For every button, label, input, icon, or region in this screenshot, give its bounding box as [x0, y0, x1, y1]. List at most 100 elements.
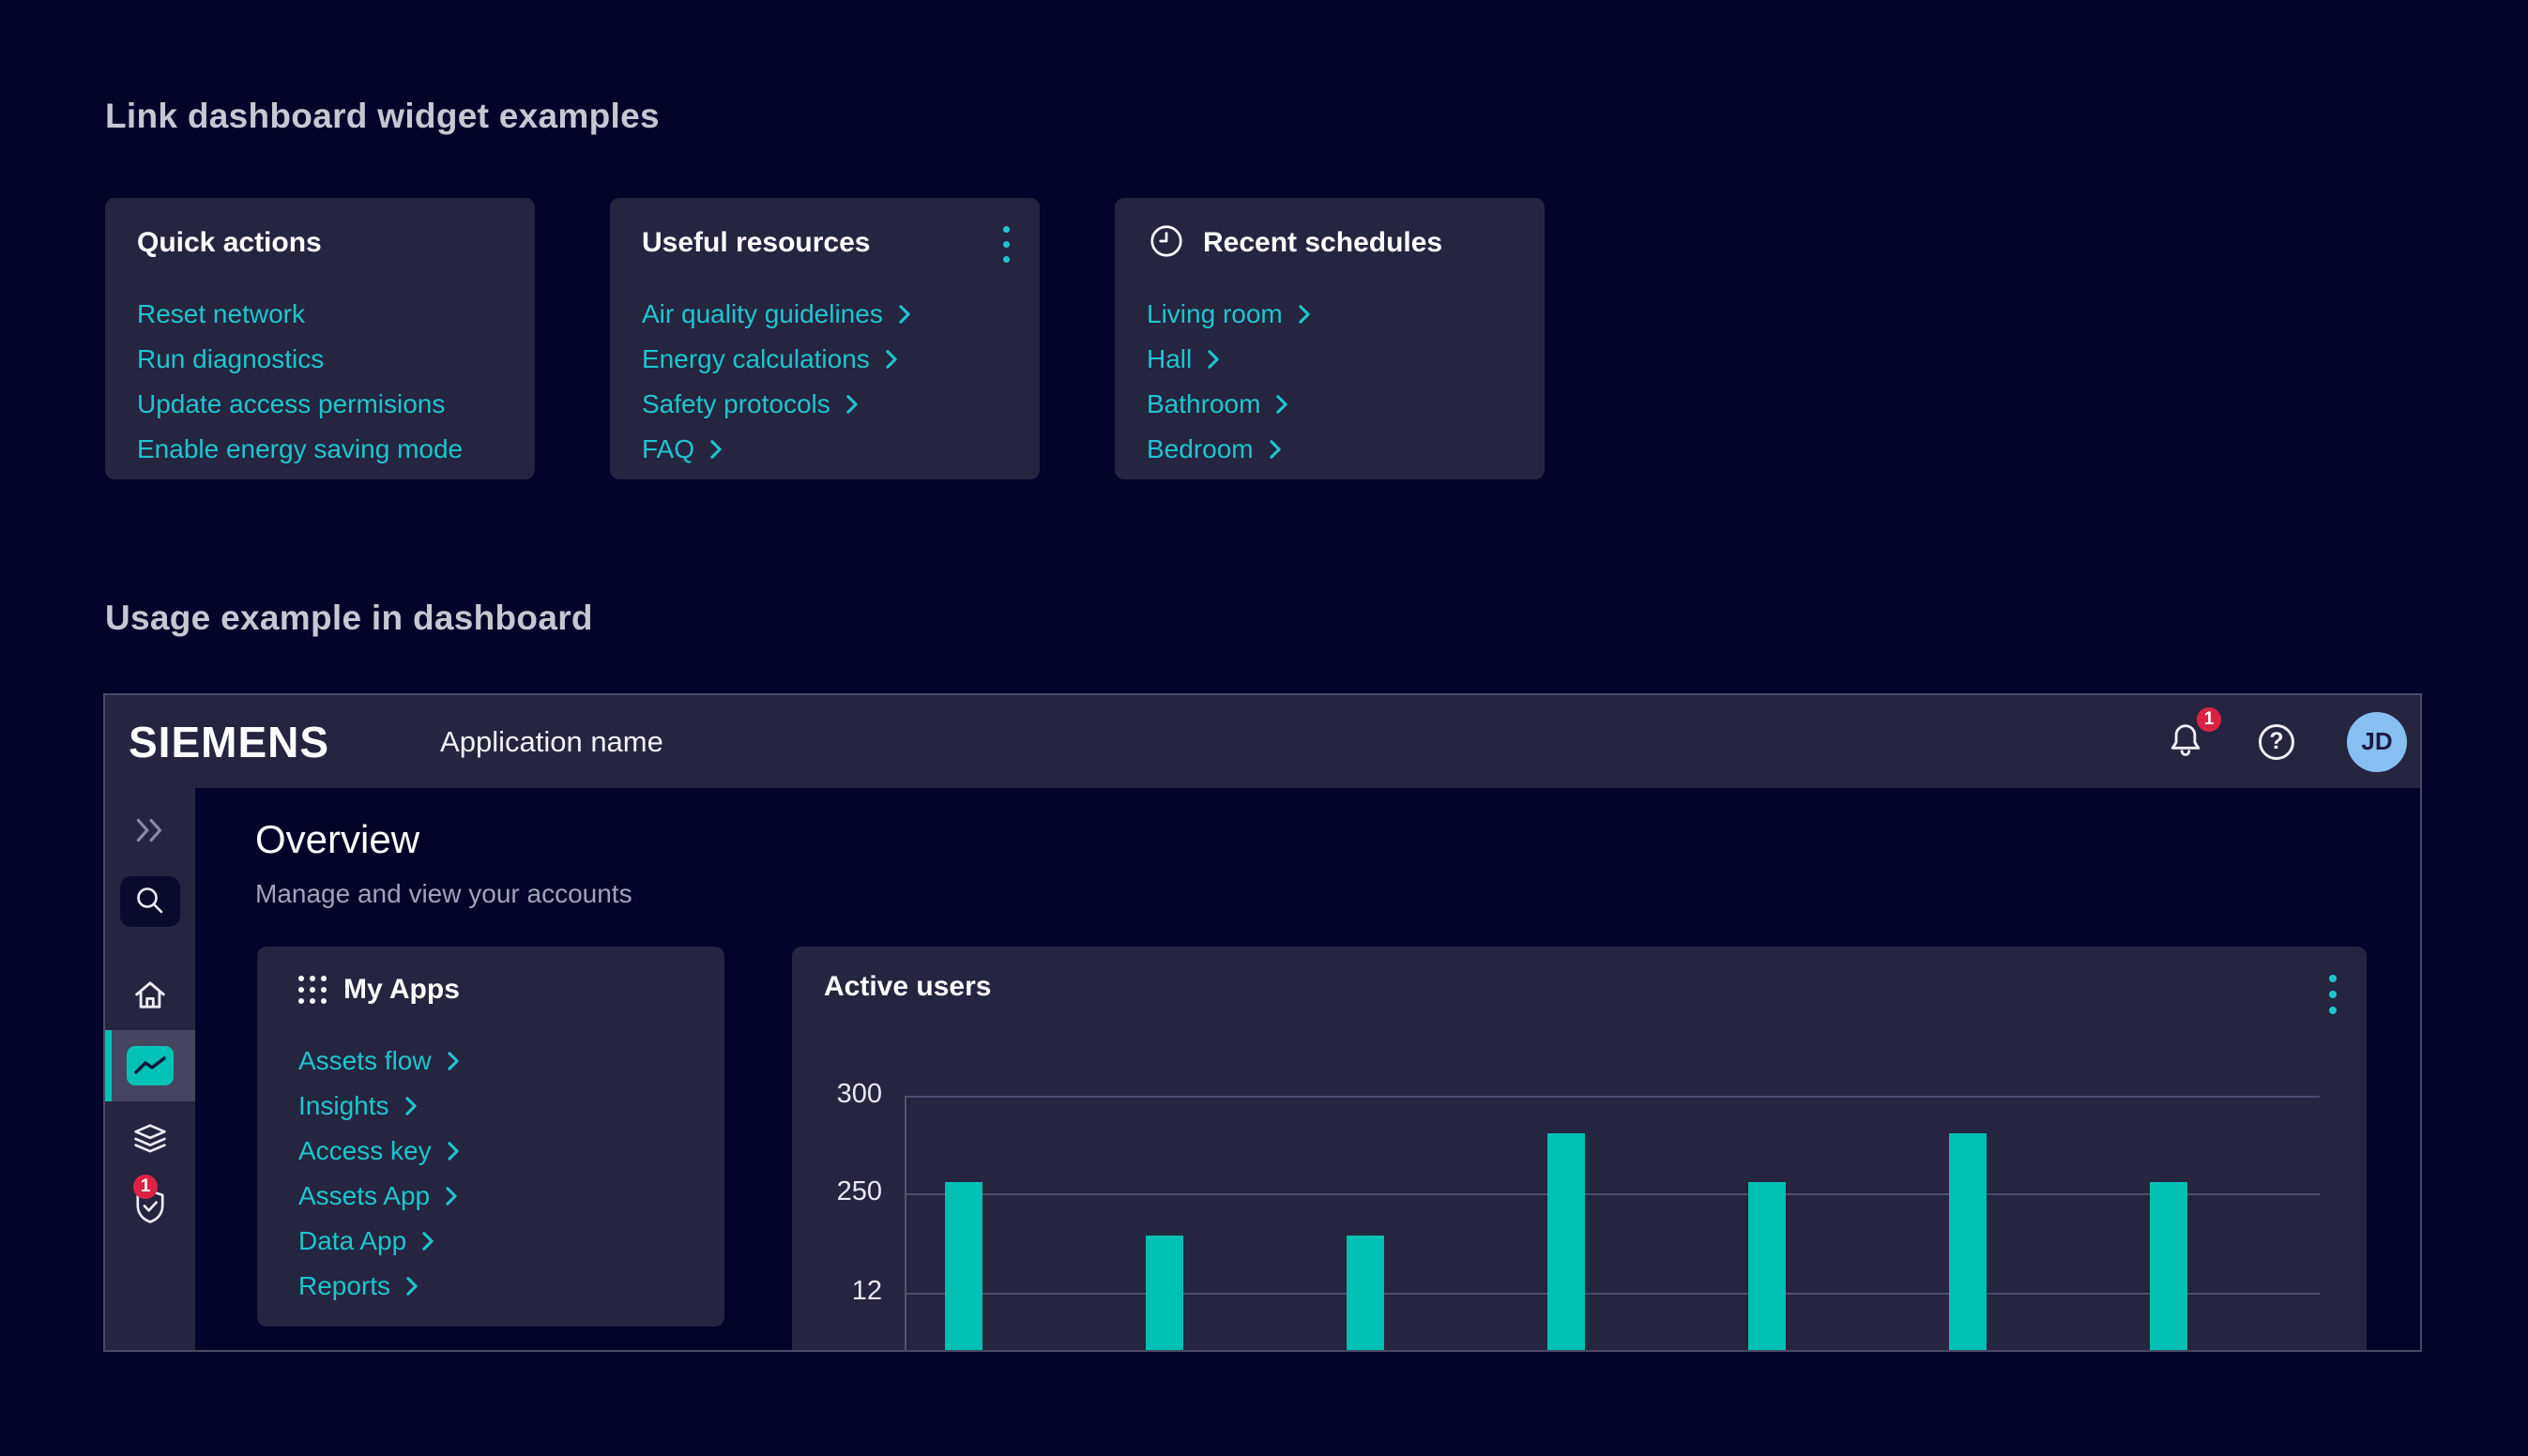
my-apps-link[interactable]: Access key: [298, 1129, 683, 1174]
user-avatar[interactable]: JD: [2347, 712, 2407, 772]
active-users-title: Active users: [824, 971, 991, 1003]
widget-link[interactable]: Update access permisions: [137, 382, 503, 427]
chevron-right-icon: [845, 394, 859, 415]
widget-link[interactable]: Air quality guidelines: [642, 292, 1008, 337]
app-header: SIEMENS Application name 1 ? JD: [105, 695, 2420, 788]
my-apps-link-label[interactable]: Reports: [298, 1271, 390, 1301]
home-icon: [129, 974, 171, 1020]
widget-link-label[interactable]: Bathroom: [1147, 389, 1260, 419]
my-apps-link-label[interactable]: Insights: [298, 1091, 389, 1121]
widget-title: Quick actions: [137, 227, 322, 259]
application-name: Application name: [440, 725, 663, 759]
apps-grid-icon: [298, 976, 327, 1004]
security-badge: 1: [133, 1175, 158, 1199]
widget-link[interactable]: Energy calculations: [642, 337, 1008, 382]
my-apps-link[interactable]: Insights: [298, 1084, 683, 1129]
widget-link-label[interactable]: Reset network: [137, 299, 305, 329]
my-apps-link-label[interactable]: Assets App: [298, 1181, 430, 1211]
widget-header: Useful resources: [642, 222, 1008, 264]
chart-bar: [945, 1182, 982, 1352]
chart-bar: [2150, 1182, 2187, 1352]
notification-badge: 1: [2197, 707, 2221, 732]
page-canvas: Link dashboard widget examples Quick act…: [0, 0, 2528, 1456]
chevron-right-icon: [1275, 394, 1288, 415]
widget-link[interactable]: Bedroom: [1147, 427, 1513, 472]
widget-link[interactable]: Safety protocols: [642, 382, 1008, 427]
shield-check-icon: 1: [129, 1186, 171, 1232]
section-title-widget-examples: Link dashboard widget examples: [105, 97, 660, 136]
widget-quick-actions: Quick actions Reset network Run diagnost…: [105, 198, 535, 479]
siemens-logo: SIEMENS: [129, 717, 329, 767]
chart-y-tick-label: 250: [792, 1176, 882, 1207]
active-users-card: Active users 30025012: [792, 947, 2367, 1352]
widget-link-label[interactable]: Safety protocols: [642, 389, 830, 419]
widget-title: Useful resources: [642, 227, 870, 259]
widget-link-label[interactable]: Bedroom: [1147, 434, 1254, 464]
chevron-right-icon: [1298, 304, 1311, 325]
widget-link-list: Living room Hall Bathroom: [1147, 292, 1513, 472]
chevron-right-icon: [447, 1051, 460, 1071]
chart-bar: [1146, 1236, 1183, 1352]
help-icon: ?: [2259, 724, 2294, 760]
widget-title: Recent schedules: [1203, 227, 1442, 259]
section-title-usage-example: Usage example in dashboard: [105, 599, 593, 638]
widget-header: Recent schedules: [1147, 222, 1513, 264]
chevron-right-icon: [421, 1231, 434, 1251]
widget-link-label[interactable]: Air quality guidelines: [642, 299, 883, 329]
widget-link[interactable]: FAQ: [642, 427, 1008, 472]
widget-link[interactable]: Bathroom: [1147, 382, 1513, 427]
widget-link-label[interactable]: Run diagnostics: [137, 344, 324, 374]
my-apps-link-label[interactable]: Assets flow: [298, 1046, 432, 1076]
widget-link-label[interactable]: Update access permisions: [137, 389, 445, 419]
widget-examples-row: Quick actions Reset network Run diagnost…: [105, 198, 1545, 479]
my-apps-link[interactable]: Assets App: [298, 1174, 683, 1219]
widget-link-label[interactable]: FAQ: [642, 434, 694, 464]
chevron-right-icon: [1207, 349, 1220, 370]
help-button[interactable]: ?: [2259, 724, 2294, 760]
sidebar: 1: [105, 788, 195, 1350]
widget-link[interactable]: Hall: [1147, 337, 1513, 382]
chart-y-tick-label: 300: [792, 1079, 882, 1110]
chevron-right-icon: [404, 1096, 418, 1116]
chevron-right-icon: [709, 439, 723, 460]
widget-link[interactable]: Run diagnostics: [137, 337, 503, 382]
double-chevron-right-icon: [131, 814, 169, 851]
sidebar-item-analytics-active[interactable]: [105, 1030, 195, 1101]
chevron-right-icon: [447, 1141, 460, 1161]
my-apps-link-label[interactable]: Access key: [298, 1136, 432, 1166]
chart-bar: [1547, 1133, 1585, 1352]
widget-link-label[interactable]: Enable energy saving mode: [137, 434, 463, 464]
kebab-menu-icon[interactable]: [999, 222, 1013, 266]
header-actions: 1 ? JD: [2165, 712, 2407, 772]
chevron-right-icon: [405, 1276, 419, 1297]
sidebar-item-layers[interactable]: [105, 1118, 195, 1164]
widget-header: Quick actions: [137, 222, 503, 264]
chevron-right-icon: [898, 304, 911, 325]
widget-link-label[interactable]: Energy calculations: [642, 344, 870, 374]
notifications-button[interactable]: 1: [2165, 719, 2206, 765]
my-apps-link[interactable]: Data App: [298, 1219, 683, 1264]
sidebar-item-search[interactable]: [105, 876, 195, 927]
widget-link[interactable]: Reset network: [137, 292, 503, 337]
widget-useful-resources: Useful resources Air quality guidelines …: [610, 198, 1040, 479]
widget-link[interactable]: Living room: [1147, 292, 1513, 337]
my-apps-link[interactable]: Assets flow: [298, 1039, 683, 1084]
sidebar-item-home[interactable]: [105, 974, 195, 1020]
chart-bar: [1347, 1236, 1384, 1352]
search-icon: [120, 876, 180, 927]
my-apps-link[interactable]: Reports: [298, 1264, 683, 1309]
sidebar-expand-button[interactable]: [105, 814, 195, 851]
widget-link[interactable]: Enable energy saving mode: [137, 427, 503, 472]
chart-gridline: [906, 1293, 2320, 1295]
kebab-menu-icon[interactable]: [2325, 971, 2340, 1018]
widget-link-list: Air quality guidelines Energy calculatio…: [642, 292, 1008, 472]
my-apps-link-label[interactable]: Data App: [298, 1226, 406, 1256]
my-apps-card: My Apps Assets flow Insights: [257, 947, 724, 1327]
page-title: Overview: [255, 817, 419, 862]
chevron-right-icon: [1269, 439, 1282, 460]
widget-link-label[interactable]: Living room: [1147, 299, 1283, 329]
widget-link-label[interactable]: Hall: [1147, 344, 1192, 374]
dashboard-frame: SIEMENS Application name 1 ? JD: [103, 693, 2422, 1352]
sidebar-item-security[interactable]: 1: [105, 1186, 195, 1232]
my-apps-title: My Apps: [343, 974, 460, 1006]
